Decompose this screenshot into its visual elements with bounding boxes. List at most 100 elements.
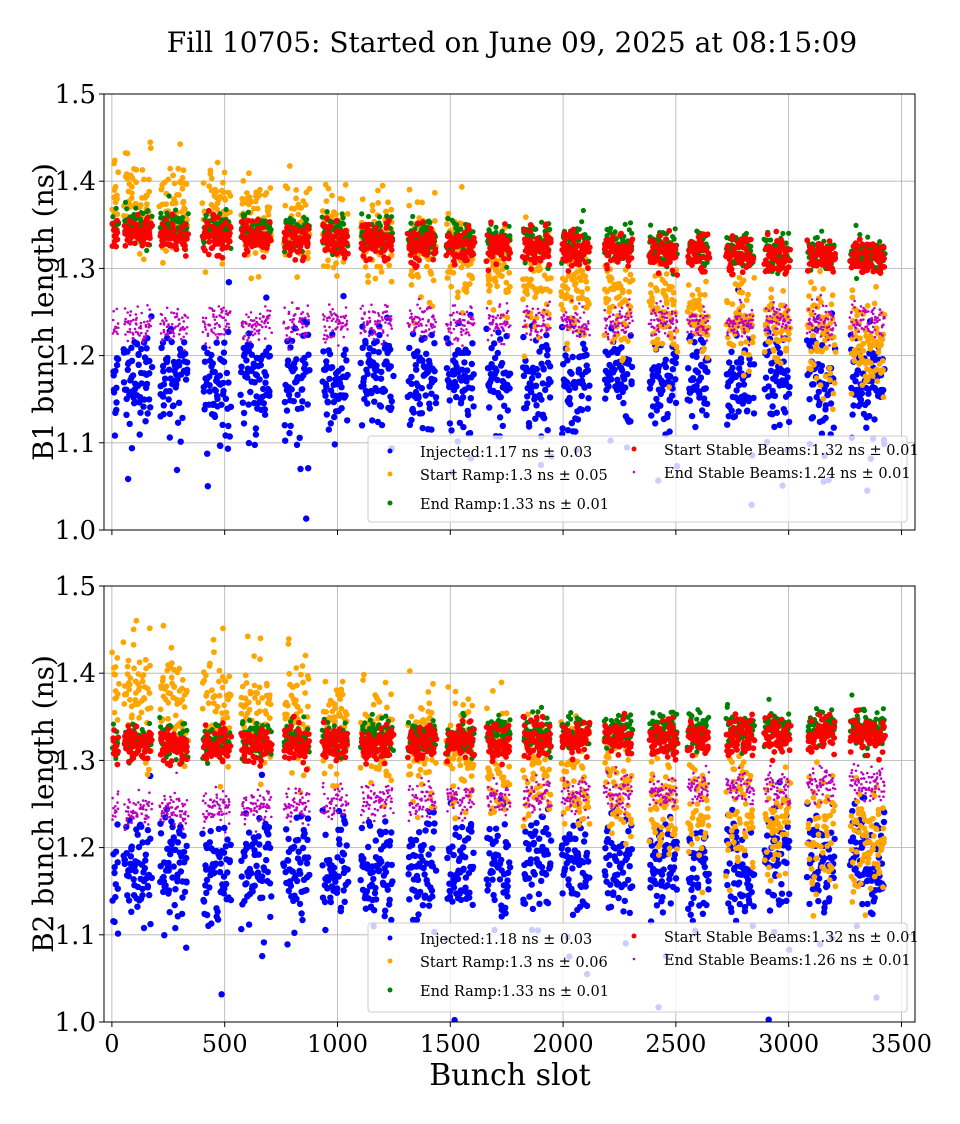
data-point xyxy=(228,225,234,231)
data-point xyxy=(363,264,369,270)
data-point xyxy=(129,195,135,201)
data-point xyxy=(630,277,636,283)
data-point xyxy=(528,266,534,272)
data-point xyxy=(407,187,413,193)
data-point xyxy=(663,357,669,363)
data-point xyxy=(585,265,591,271)
data-point xyxy=(175,166,181,172)
data-point xyxy=(499,360,505,366)
data-point xyxy=(448,427,454,433)
data-point xyxy=(177,325,180,328)
data-point xyxy=(219,261,225,267)
data-point xyxy=(577,262,583,268)
data-point xyxy=(220,255,226,261)
data-point xyxy=(611,367,617,373)
data-point xyxy=(129,314,132,317)
data-point xyxy=(492,371,498,377)
data-point xyxy=(707,255,713,261)
data-point xyxy=(786,337,792,343)
data-point xyxy=(291,398,297,404)
data-point xyxy=(373,276,379,282)
data-point xyxy=(178,318,181,321)
data-point xyxy=(343,228,349,234)
data-point xyxy=(564,341,570,347)
data-point xyxy=(252,442,258,448)
data-point xyxy=(114,229,120,235)
data-point xyxy=(227,323,230,326)
data-point xyxy=(123,243,129,249)
data-point xyxy=(332,441,338,447)
data-point xyxy=(672,376,678,382)
data-point xyxy=(245,322,248,325)
data-point xyxy=(810,414,816,420)
data-point xyxy=(491,340,497,346)
data-point xyxy=(208,352,214,358)
data-point xyxy=(186,326,189,329)
data-point xyxy=(140,322,143,325)
data-point xyxy=(786,231,791,236)
data-point xyxy=(428,271,434,277)
data-point xyxy=(771,348,777,354)
data-point xyxy=(258,329,261,332)
data-point xyxy=(303,515,309,521)
data-point xyxy=(377,264,383,270)
data-point xyxy=(430,257,436,263)
data-point xyxy=(571,227,577,233)
data-point xyxy=(251,330,254,333)
data-point xyxy=(167,434,173,440)
data-point xyxy=(255,321,258,324)
data-point xyxy=(296,307,299,310)
data-point xyxy=(266,212,272,218)
data-point xyxy=(220,180,226,186)
data-point xyxy=(625,338,631,344)
data-point xyxy=(170,221,176,227)
data-point xyxy=(461,359,467,365)
data-point xyxy=(659,387,665,393)
data-point xyxy=(145,208,150,213)
data-point xyxy=(237,392,243,398)
data-point xyxy=(830,269,836,275)
data-point xyxy=(216,322,219,325)
data-point xyxy=(245,332,248,335)
data-point xyxy=(259,313,262,316)
data-point xyxy=(222,170,228,176)
data-point xyxy=(566,268,572,274)
data-point xyxy=(223,220,229,226)
data-point xyxy=(486,404,492,410)
data-point xyxy=(166,396,172,402)
data-point xyxy=(703,385,709,391)
data-point xyxy=(409,282,415,288)
data-point xyxy=(219,422,225,428)
data-point xyxy=(881,244,887,250)
data-point xyxy=(566,395,572,401)
data-point xyxy=(306,367,312,373)
data-point xyxy=(298,405,304,411)
data-point xyxy=(132,337,135,340)
data-point xyxy=(203,321,206,324)
data-point xyxy=(572,428,578,434)
data-point xyxy=(297,435,303,441)
data-point xyxy=(204,326,207,329)
data-point xyxy=(305,352,311,358)
data-point xyxy=(325,399,331,405)
data-point xyxy=(180,338,183,341)
data-point xyxy=(623,222,628,227)
data-point xyxy=(497,394,503,400)
data-point xyxy=(805,268,811,274)
data-point xyxy=(262,316,265,319)
data-point xyxy=(223,333,226,336)
data-point xyxy=(258,332,261,335)
data-point xyxy=(455,289,461,295)
data-point xyxy=(830,292,836,298)
data-point xyxy=(166,367,172,373)
data-point xyxy=(526,420,532,426)
data-point xyxy=(149,325,152,328)
data-point xyxy=(181,316,184,319)
data-point xyxy=(628,220,633,225)
data-point xyxy=(170,402,176,408)
data-point xyxy=(585,406,591,412)
data-point xyxy=(657,233,663,239)
data-point xyxy=(874,378,880,384)
data-point xyxy=(255,217,261,223)
